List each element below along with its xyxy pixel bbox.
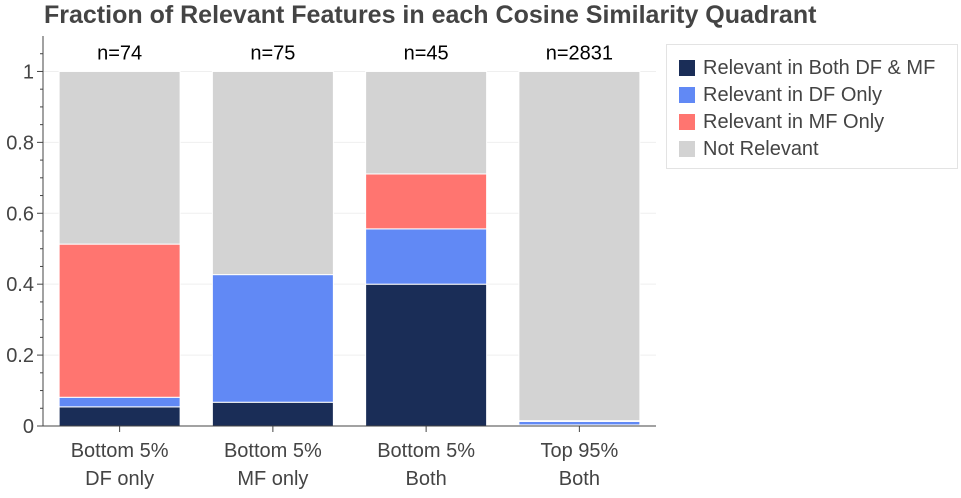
x-tick-label: Top 95% [540, 440, 618, 462]
bars [58, 70, 641, 427]
y-tick-label: 0.8 [6, 132, 34, 154]
bar-segment [211, 401, 334, 427]
axes [37, 36, 656, 432]
bar-segment [211, 274, 334, 403]
x-tick-label: Both [406, 468, 447, 490]
legend-swatch [679, 60, 695, 76]
labels: n=74 Bottom 5% DF only n=75 Bottom 5% MF only… [6, 42, 618, 490]
bar-segment [58, 243, 181, 398]
bar-segment [211, 70, 334, 276]
bar-segment [58, 70, 181, 245]
chart-title: Fraction of Relevant Features in each Co… [44, 1, 817, 29]
legend-swatch [679, 87, 695, 103]
bar-segment [58, 406, 181, 427]
legend-swatch [679, 114, 695, 130]
bar-count-label: n=45 [404, 42, 449, 64]
bar-count-label: n=75 [250, 42, 295, 64]
bar-count-label: n=2831 [546, 42, 613, 64]
y-tick-label: 0.2 [6, 345, 34, 367]
legend-label: Relevant in Both DF & MF [703, 56, 936, 79]
legend-label: Relevant in DF Only [703, 83, 882, 106]
bar-segment [58, 396, 181, 408]
legend-swatch [679, 141, 695, 157]
x-tick-label: DF only [85, 468, 154, 490]
bar-segment [365, 228, 488, 285]
x-tick-label: MF only [237, 468, 308, 490]
y-tick-label: 1 [23, 61, 34, 83]
x-tick-label: Bottom 5% [224, 440, 322, 462]
x-tick-label: Both [559, 468, 600, 490]
bar-segment [518, 70, 641, 422]
legend-item: Relevant in Both DF & MF [679, 56, 935, 80]
bar-segment [365, 173, 488, 230]
y-tick-label: 0.6 [6, 203, 34, 225]
y-tick-label: 0.4 [6, 274, 34, 296]
bar-segment [365, 70, 488, 175]
legend: Relevant in Both DF & MF Relevant in DF O… [666, 44, 958, 169]
legend-item: Relevant in DF Only [679, 83, 882, 107]
legend-item: Not Relevant [679, 137, 819, 161]
y-tick-label: 0 [23, 416, 34, 438]
legend-item: Relevant in MF Only [679, 110, 884, 134]
x-tick-label: Bottom 5% [377, 440, 475, 462]
bar-segment [365, 283, 488, 427]
legend-label: Relevant in MF Only [703, 110, 885, 133]
bar-segment [518, 420, 641, 426]
x-tick-label: Bottom 5% [71, 440, 169, 462]
legend-label: Not Relevant [703, 137, 819, 160]
bar-count-label: n=74 [97, 42, 142, 64]
